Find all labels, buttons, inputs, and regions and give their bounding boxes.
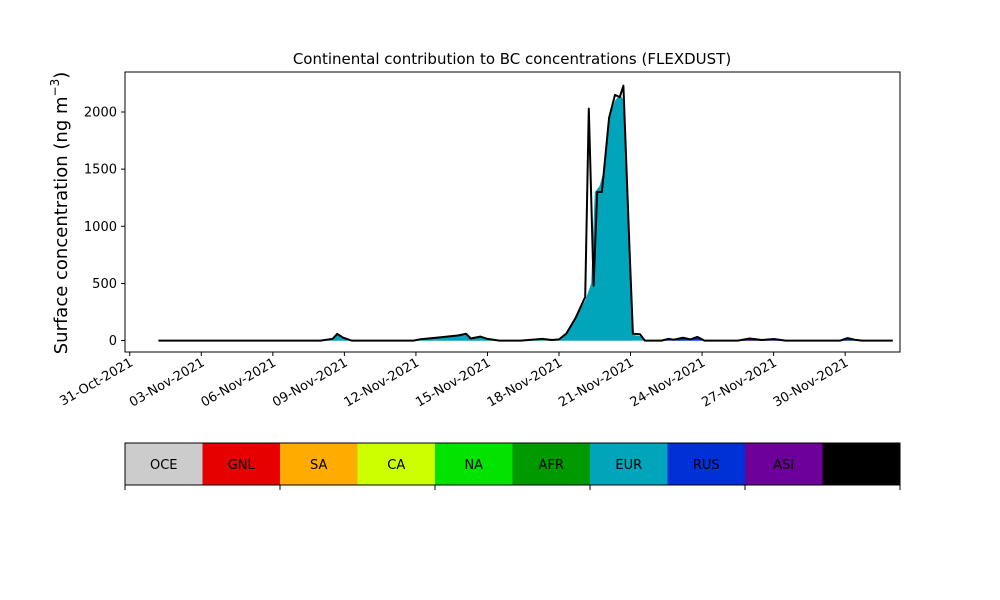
x-tick-label: 31-Oct-2021 (57, 355, 135, 409)
legend-label-oce: OCE (150, 458, 178, 473)
series-aus (158, 84, 893, 342)
y-tick-label: 500 (92, 277, 117, 292)
legend-label-sa: SA (310, 458, 327, 473)
x-tick-label: 21-Nov-2021 (556, 355, 636, 410)
legend-label-eur: EUR (615, 458, 642, 473)
legend-swatch-sa (280, 443, 358, 485)
y-axis-label-close: ) (51, 72, 72, 79)
x-tick-label: 12-Nov-2021 (342, 355, 422, 410)
legend-label-na: NA (464, 458, 483, 473)
y-tick-label: 0 (109, 334, 117, 349)
y-axis-label-main: Surface concentration (ng m (51, 96, 72, 354)
legend-label-aus: AUS (848, 458, 875, 473)
legend-swatch-ca (357, 443, 436, 485)
series-afr (158, 276, 893, 341)
legend-label-gnl: GNL (228, 458, 256, 473)
chart-title: Continental contribution to BC concentra… (293, 50, 731, 68)
x-tick-label: 03-Nov-2021 (127, 355, 207, 410)
legend-swatch-eur (590, 443, 668, 485)
x-tick-label: 30-Nov-2021 (771, 355, 851, 410)
series-eur (158, 94, 893, 341)
x-tick-label: 09-Nov-2021 (270, 355, 350, 410)
y-tick-label: 1500 (84, 163, 117, 178)
legend-swatch-aus (822, 443, 901, 485)
legend-swatch-asi (745, 443, 823, 485)
y-axis-label: Surface concentration (ng m−3) (48, 72, 72, 355)
legend-swatch-gnl (202, 443, 281, 485)
x-tick-label: 18-Nov-2021 (485, 355, 565, 410)
legend-label-rus: RUS (693, 458, 720, 473)
y-axis-ticks: 0 500 1000 1500 2000 (84, 106, 125, 349)
legend-swatch-rus (667, 443, 746, 485)
y-axis-label-sup: −3 (48, 79, 62, 97)
legend-label-asi: ASI (773, 458, 794, 473)
legend-label-afr: AFR (539, 458, 564, 473)
legend-label-ca: CA (387, 458, 405, 473)
x-axis-ticks: 31-Oct-202103-Nov-202106-Nov-202109-Nov-… (57, 352, 851, 410)
legend-frame (124, 442, 901, 486)
legend-swatch-afr (512, 443, 591, 485)
legend-swatch-oce (125, 443, 203, 485)
x-tick-label: 24-Nov-2021 (628, 355, 708, 410)
y-tick-label: 1000 (84, 220, 117, 235)
x-tick-label: 15-Nov-2021 (413, 355, 493, 410)
x-tick-label: 27-Nov-2021 (699, 355, 779, 410)
series-layer (158, 84, 893, 342)
x-tick-label: 06-Nov-2021 (199, 355, 279, 410)
plot-area-frame (124, 71, 901, 353)
legend-swatch-na (435, 443, 513, 485)
legend-colorbar: OCE GNL SA CA NA AFR EUR RUS ASI AUS (124, 442, 901, 490)
y-tick-label: 2000 (84, 106, 117, 121)
